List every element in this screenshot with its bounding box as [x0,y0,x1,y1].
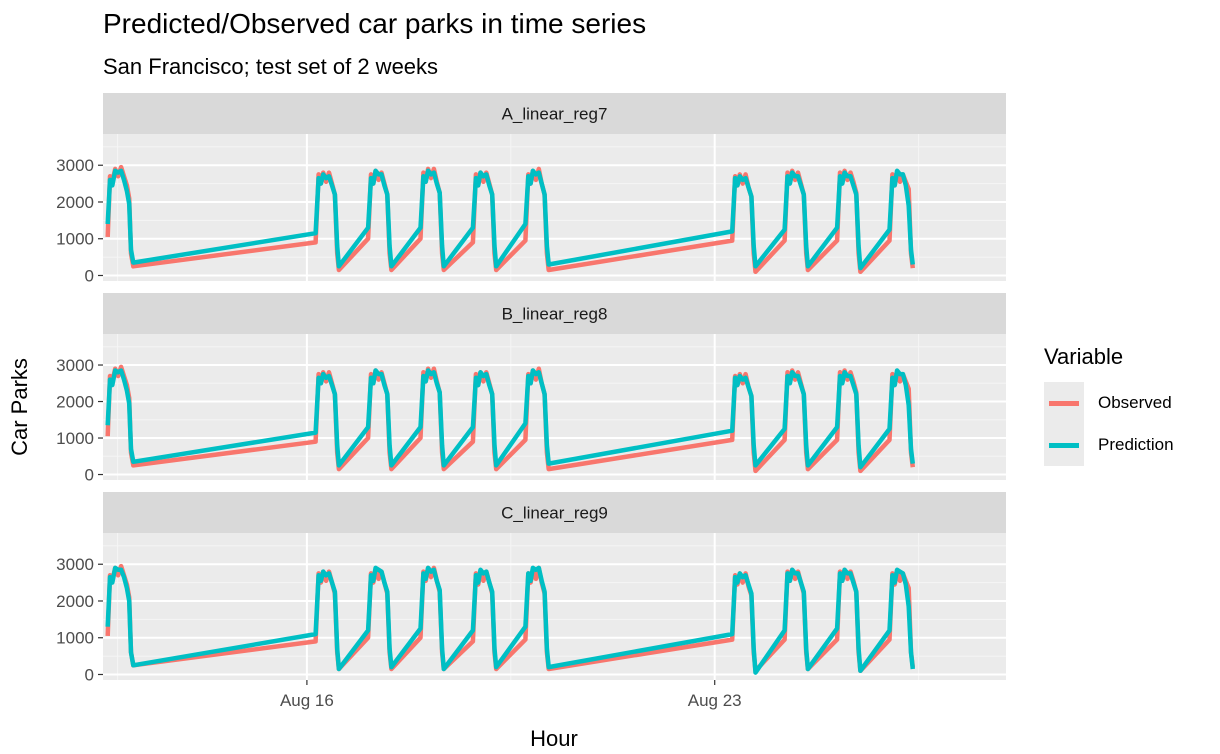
legend-item-observed: Observed [1044,382,1174,424]
series-line-prediction [105,168,916,271]
legend-title: Variable [1044,344,1124,369]
y-tick-label: 1000 [56,429,94,448]
facet-strip-label: B_linear_reg8 [502,305,608,324]
y-tick-label: 3000 [56,356,94,375]
series-line-prediction [105,368,916,470]
facet-strip-label: C_linear_reg9 [501,504,608,523]
y-tick-label: 2000 [56,193,94,212]
y-tick-label: 2000 [56,592,94,611]
y-tick-label: 3000 [56,555,94,574]
facet-strip [103,492,1006,533]
y-tick-label: 0 [85,665,94,684]
y-tick-label: 0 [85,266,94,285]
x-tick-label: Aug 23 [688,691,742,710]
legend-label-prediction: Prediction [1098,435,1174,454]
y-tick-label: 2000 [56,393,94,412]
legend-label-observed: Observed [1098,393,1172,412]
legend-key-prediction [1044,424,1084,466]
x-tick-label: Aug 16 [280,691,334,710]
y-tick-label: 0 [85,466,94,485]
legend-key-observed [1044,382,1084,424]
y-tick-label: 1000 [56,230,94,249]
facet-strip [103,93,1006,134]
legend-item-prediction: Prediction [1044,424,1174,466]
facet-strip-label: A_linear_reg7 [502,105,608,124]
y-axis-label: Car Parks [7,358,32,456]
series-line-prediction [105,565,916,675]
chart-subtitle: San Francisco; test set of 2 weeks [103,54,439,79]
x-axis-label: Hour [530,726,578,751]
chart-title: Predicted/Observed car parks in time ser… [103,8,647,39]
facet-strip [103,293,1006,334]
y-tick-label: 3000 [56,156,94,175]
legend: Variable Observed Prediction [1044,344,1174,466]
y-tick-label: 1000 [56,629,94,648]
